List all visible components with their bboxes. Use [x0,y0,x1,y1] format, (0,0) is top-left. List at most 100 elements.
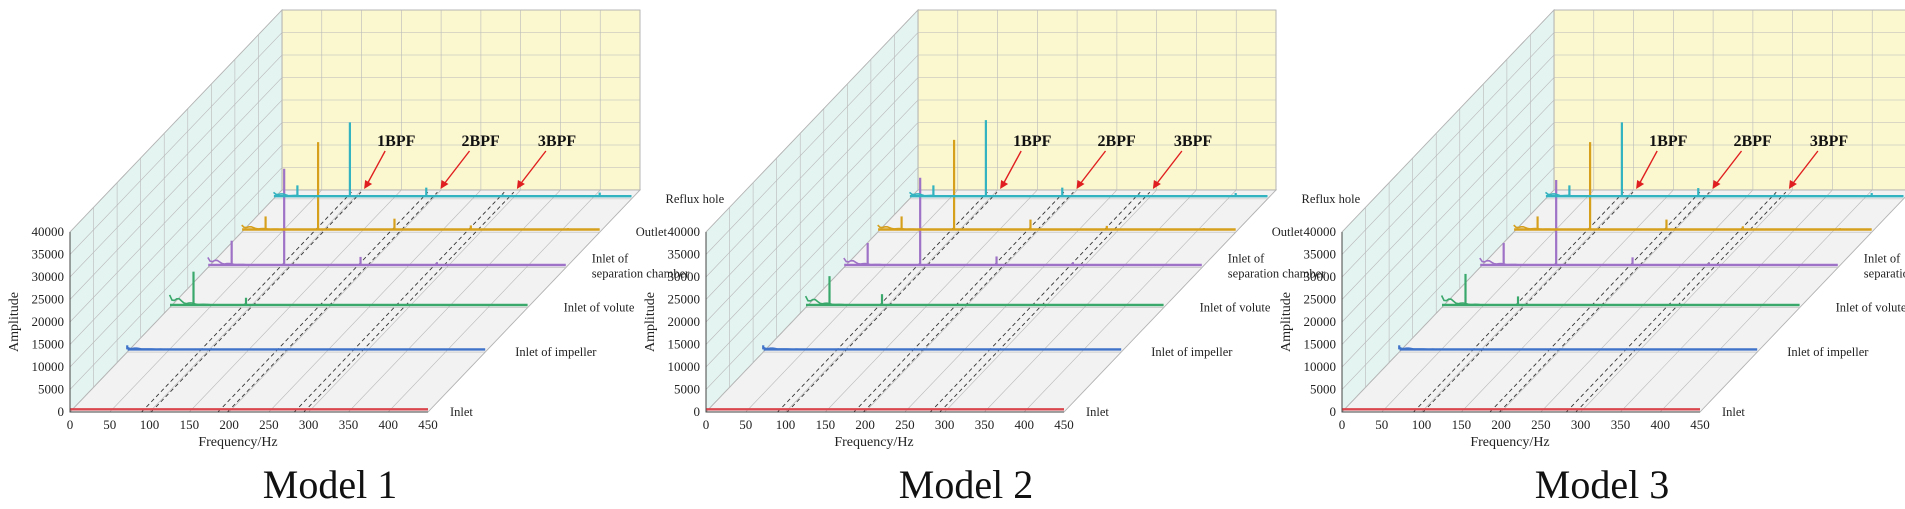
bpf-label-1: 1BPF [1013,133,1051,150]
x-tick-label: 100 [140,417,160,432]
x-tick-label: 450 [1054,417,1074,432]
low-frequency-noise [1398,346,1455,351]
y-tick-label: 5000 [1310,382,1336,397]
bpf-arrow-head [1712,180,1721,189]
bpf-label-3: 3BPF [538,133,576,150]
y-tick-label: 15000 [1304,337,1337,352]
chart-panel-3: 0 50 100 150 200 250 300 350 400 450 0 5000 10000 150… [1279,9,1905,507]
amplitude-grid-line [705,99,1276,323]
x-tick-label: 400 [1014,417,1034,432]
bpf-label-3: 3BPF [1174,133,1212,150]
x-tick-label: 300 [299,417,319,432]
y-tick-label: 5000 [38,382,64,397]
x-tick-label: 450 [1690,417,1710,432]
series-label: Inlet of [1864,252,1901,266]
x-tick-label: 100 [776,417,796,432]
series-label: Inlet [1722,405,1745,419]
model-title: Model 2 [899,462,1033,507]
series-inlet: Inlet [706,405,1109,419]
low-frequency-noise [877,224,933,231]
bpf-arrow [1637,150,1658,187]
amplitude-grid-line [1341,189,1905,413]
series-label: Inlet of volute [1836,301,1905,315]
low-frequency-noise [1513,224,1569,231]
floor-grid-line [785,189,998,413]
x-tick-label: 250 [259,417,279,432]
bpf-arrow [1001,150,1022,187]
x-tick-label: 350 [1611,417,1631,432]
series-label: separation chamber [1228,267,1326,281]
amplitude-grid-line [69,167,640,390]
x-tick-label: 0 [67,417,74,432]
amplitude-grid-line [69,144,640,368]
amplitude-grid-line [1341,32,1905,255]
series-label: Inlet of volute [1200,301,1271,315]
series-inlet-of-impeller: Inlet of impeller [762,345,1233,359]
floor-grid-line [1500,189,1714,413]
y-tick-label: 30000 [668,269,701,284]
bpf-arrow-head [364,180,373,189]
chart-panel-1: 0 50 100 150 200 250 300 350 400 450 0 5000 10000 150… [7,9,725,507]
amplitude-grid-line [1341,122,1905,345]
series-label: Inlet of impeller [1151,345,1233,359]
series-inlet-of-impeller: Inlet of impeller [126,345,597,359]
x-tick-label: 250 [1531,417,1551,432]
series-reflux-hole: Reflux hole [273,122,725,206]
bpf-label-3: 3BPF [1810,133,1848,150]
floor-grid-line [1540,189,1754,413]
bpf-arrow [1154,150,1183,187]
series-inlet-of-volute: Inlet of volute [168,271,635,315]
bpf-arrow-head [1636,180,1645,189]
floor-grid-line [1024,189,1237,413]
series-inlet: Inlet [1342,405,1745,419]
y-tick-label: 35000 [1304,247,1337,262]
bpf-label-2: 2BPF [462,133,500,150]
bpf-label-2: 2BPF [1098,133,1136,150]
y-tick-label: 0 [694,404,701,419]
y-tick-label: 25000 [1304,292,1337,307]
series-label: Inlet of [592,252,629,266]
y-axis-title: Amplitude [7,292,22,352]
amplitude-grid-line [705,9,1276,233]
low-frequency-noise [1479,257,1535,266]
low-frequency-noise [1545,191,1601,197]
floor-grid-line [348,189,561,413]
y-tick-label: 25000 [32,292,65,307]
amplitude-grid-line [705,77,1276,300]
model-title: Model 3 [1535,462,1669,507]
y-tick-label: 20000 [1304,314,1337,329]
bpf-arrow-head [1000,180,1009,189]
amplitude-grid-line [705,189,1276,413]
x-tick-label: 150 [1452,417,1472,432]
floor-grid-line [864,189,1078,413]
bpf-arrow-head [516,180,525,189]
y-tick-label: 10000 [668,359,701,374]
floor-grid-line [904,189,1118,413]
floor-grid-line [1580,189,1793,413]
x-tick-label: 350 [975,417,995,432]
bpf-arrow [365,150,386,187]
floor-grid-line [1421,189,1634,413]
x-tick-label: 100 [1412,417,1432,432]
amplitude-grid-line [69,32,640,255]
x-tick-label: 150 [180,417,200,432]
y-tick-label: 40000 [32,224,65,239]
series-label: Outlet [636,225,668,239]
amplitude-grid-line [1341,99,1905,323]
series-label: Inlet [1086,405,1109,419]
low-frequency-noise [168,294,225,306]
x-tick-label: 450 [418,417,438,432]
y-tick-label: 0 [58,404,65,419]
floor-grid-line [825,189,1038,413]
y-tick-label: 40000 [668,224,701,239]
series-label: Reflux hole [666,192,725,206]
series-outlet: Outlet [877,139,1303,239]
floor-grid-line [984,189,1197,413]
floor-grid-line [1699,196,1905,413]
y-tick-label: 10000 [1304,359,1337,374]
series-outlet: Outlet [241,142,668,239]
floor-grid-line [745,189,958,413]
amplitude-grid-line [69,189,640,413]
